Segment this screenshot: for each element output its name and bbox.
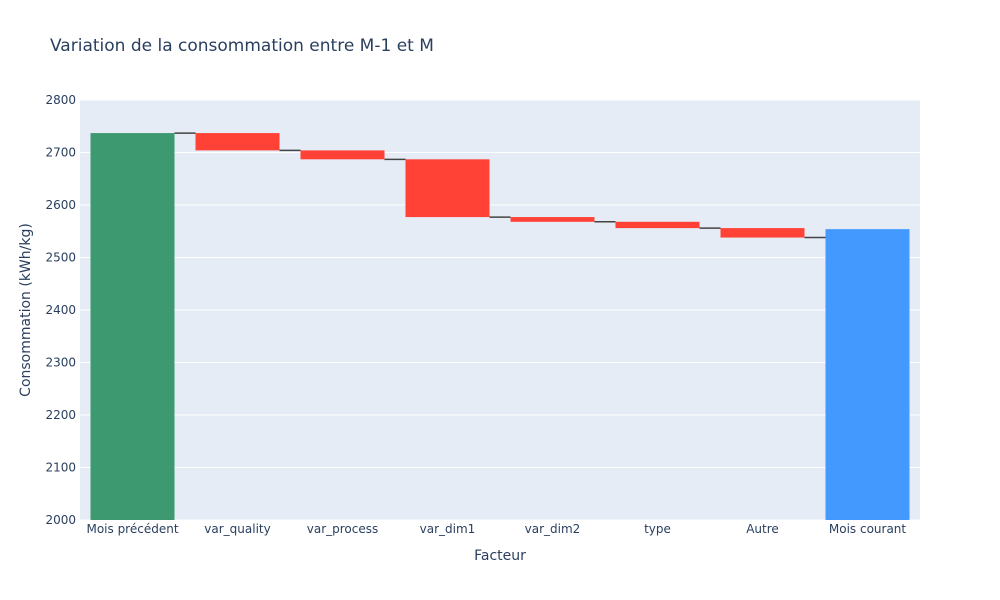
connectors-group <box>174 132 826 239</box>
bar-8 <box>825 229 910 520</box>
y-tick-label: 2700 <box>45 146 76 160</box>
y-tick-label: 2100 <box>45 461 76 475</box>
y-tick-label: 2300 <box>45 356 76 370</box>
x-tick-label: var_dim1 <box>420 522 476 536</box>
x-tick-label: var_quality <box>204 522 270 536</box>
x-tick-label: var_dim2 <box>525 522 581 536</box>
y-tick-label: 2200 <box>45 408 76 422</box>
x-tick-label: var_process <box>307 522 379 536</box>
bar-4 <box>405 159 490 218</box>
x-tick-label: type <box>644 522 671 536</box>
y-tick-label: 2000 <box>45 513 76 527</box>
x-tick-label: Mois courant <box>829 522 907 536</box>
bar-7 <box>720 228 805 238</box>
y-tick-label: 2800 <box>45 93 76 107</box>
y-tick-label: 2400 <box>45 303 76 317</box>
y-tick-label: 2600 <box>45 198 76 212</box>
bar-1 <box>90 133 175 520</box>
x-axis-label: Facteur <box>474 548 526 564</box>
y-axis-label: Consommation (kWh/kg) <box>18 223 34 397</box>
y-tick-label: 2500 <box>45 251 76 265</box>
y-axis-ticks: 2000 2100 2200 2300 2400 2500 2600 2700 2800 <box>45 93 76 527</box>
bar-6 <box>615 221 700 229</box>
x-tick-label: Autre <box>746 522 779 536</box>
bar-3 <box>300 150 385 160</box>
x-axis-ticks: Mois précédent var_quality var_process var_… <box>86 522 906 536</box>
chart-title: Variation de la consommation entre M-1 e… <box>50 36 434 56</box>
gridlines <box>80 99 920 521</box>
x-tick-label: Mois précédent <box>86 522 178 536</box>
bar-2 <box>195 133 280 151</box>
bar-5 <box>510 217 595 222</box>
bars-group <box>90 133 910 520</box>
